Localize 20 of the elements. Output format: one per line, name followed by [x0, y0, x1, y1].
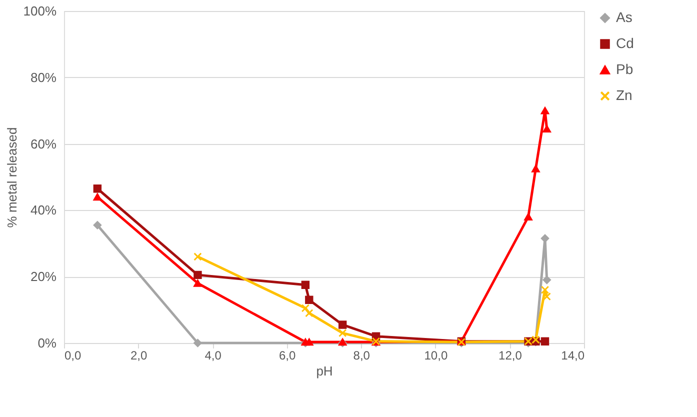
y-tick-label: 0%	[38, 336, 57, 350]
y-tick-label: 20%	[30, 269, 57, 284]
legend-label: Pb	[616, 61, 634, 77]
y-tick-label: 100%	[23, 4, 57, 18]
x-tick-label: 2,0	[130, 348, 148, 362]
legend-label: Zn	[616, 87, 632, 103]
y-axis-title: % metal released	[4, 127, 20, 228]
y-tick-label: 60%	[30, 136, 57, 152]
x-tick-label: 12,0	[498, 348, 522, 362]
y-tick-label: 40%	[30, 202, 57, 218]
x-tick-label: 6,0	[279, 348, 296, 362]
legend-label: Cd	[616, 35, 634, 51]
x-tick-label: 0,0	[64, 348, 82, 362]
y-tick-label: 80%	[30, 70, 57, 85]
x-tick-label: 8,0	[353, 348, 370, 362]
x-axis-title: pH	[316, 364, 333, 378]
x-tick-label: 10,0	[424, 348, 448, 362]
x-tick-label: 4,0	[204, 348, 222, 362]
x-tick-label: 14,0	[561, 348, 585, 362]
legend-label: As	[616, 9, 632, 25]
